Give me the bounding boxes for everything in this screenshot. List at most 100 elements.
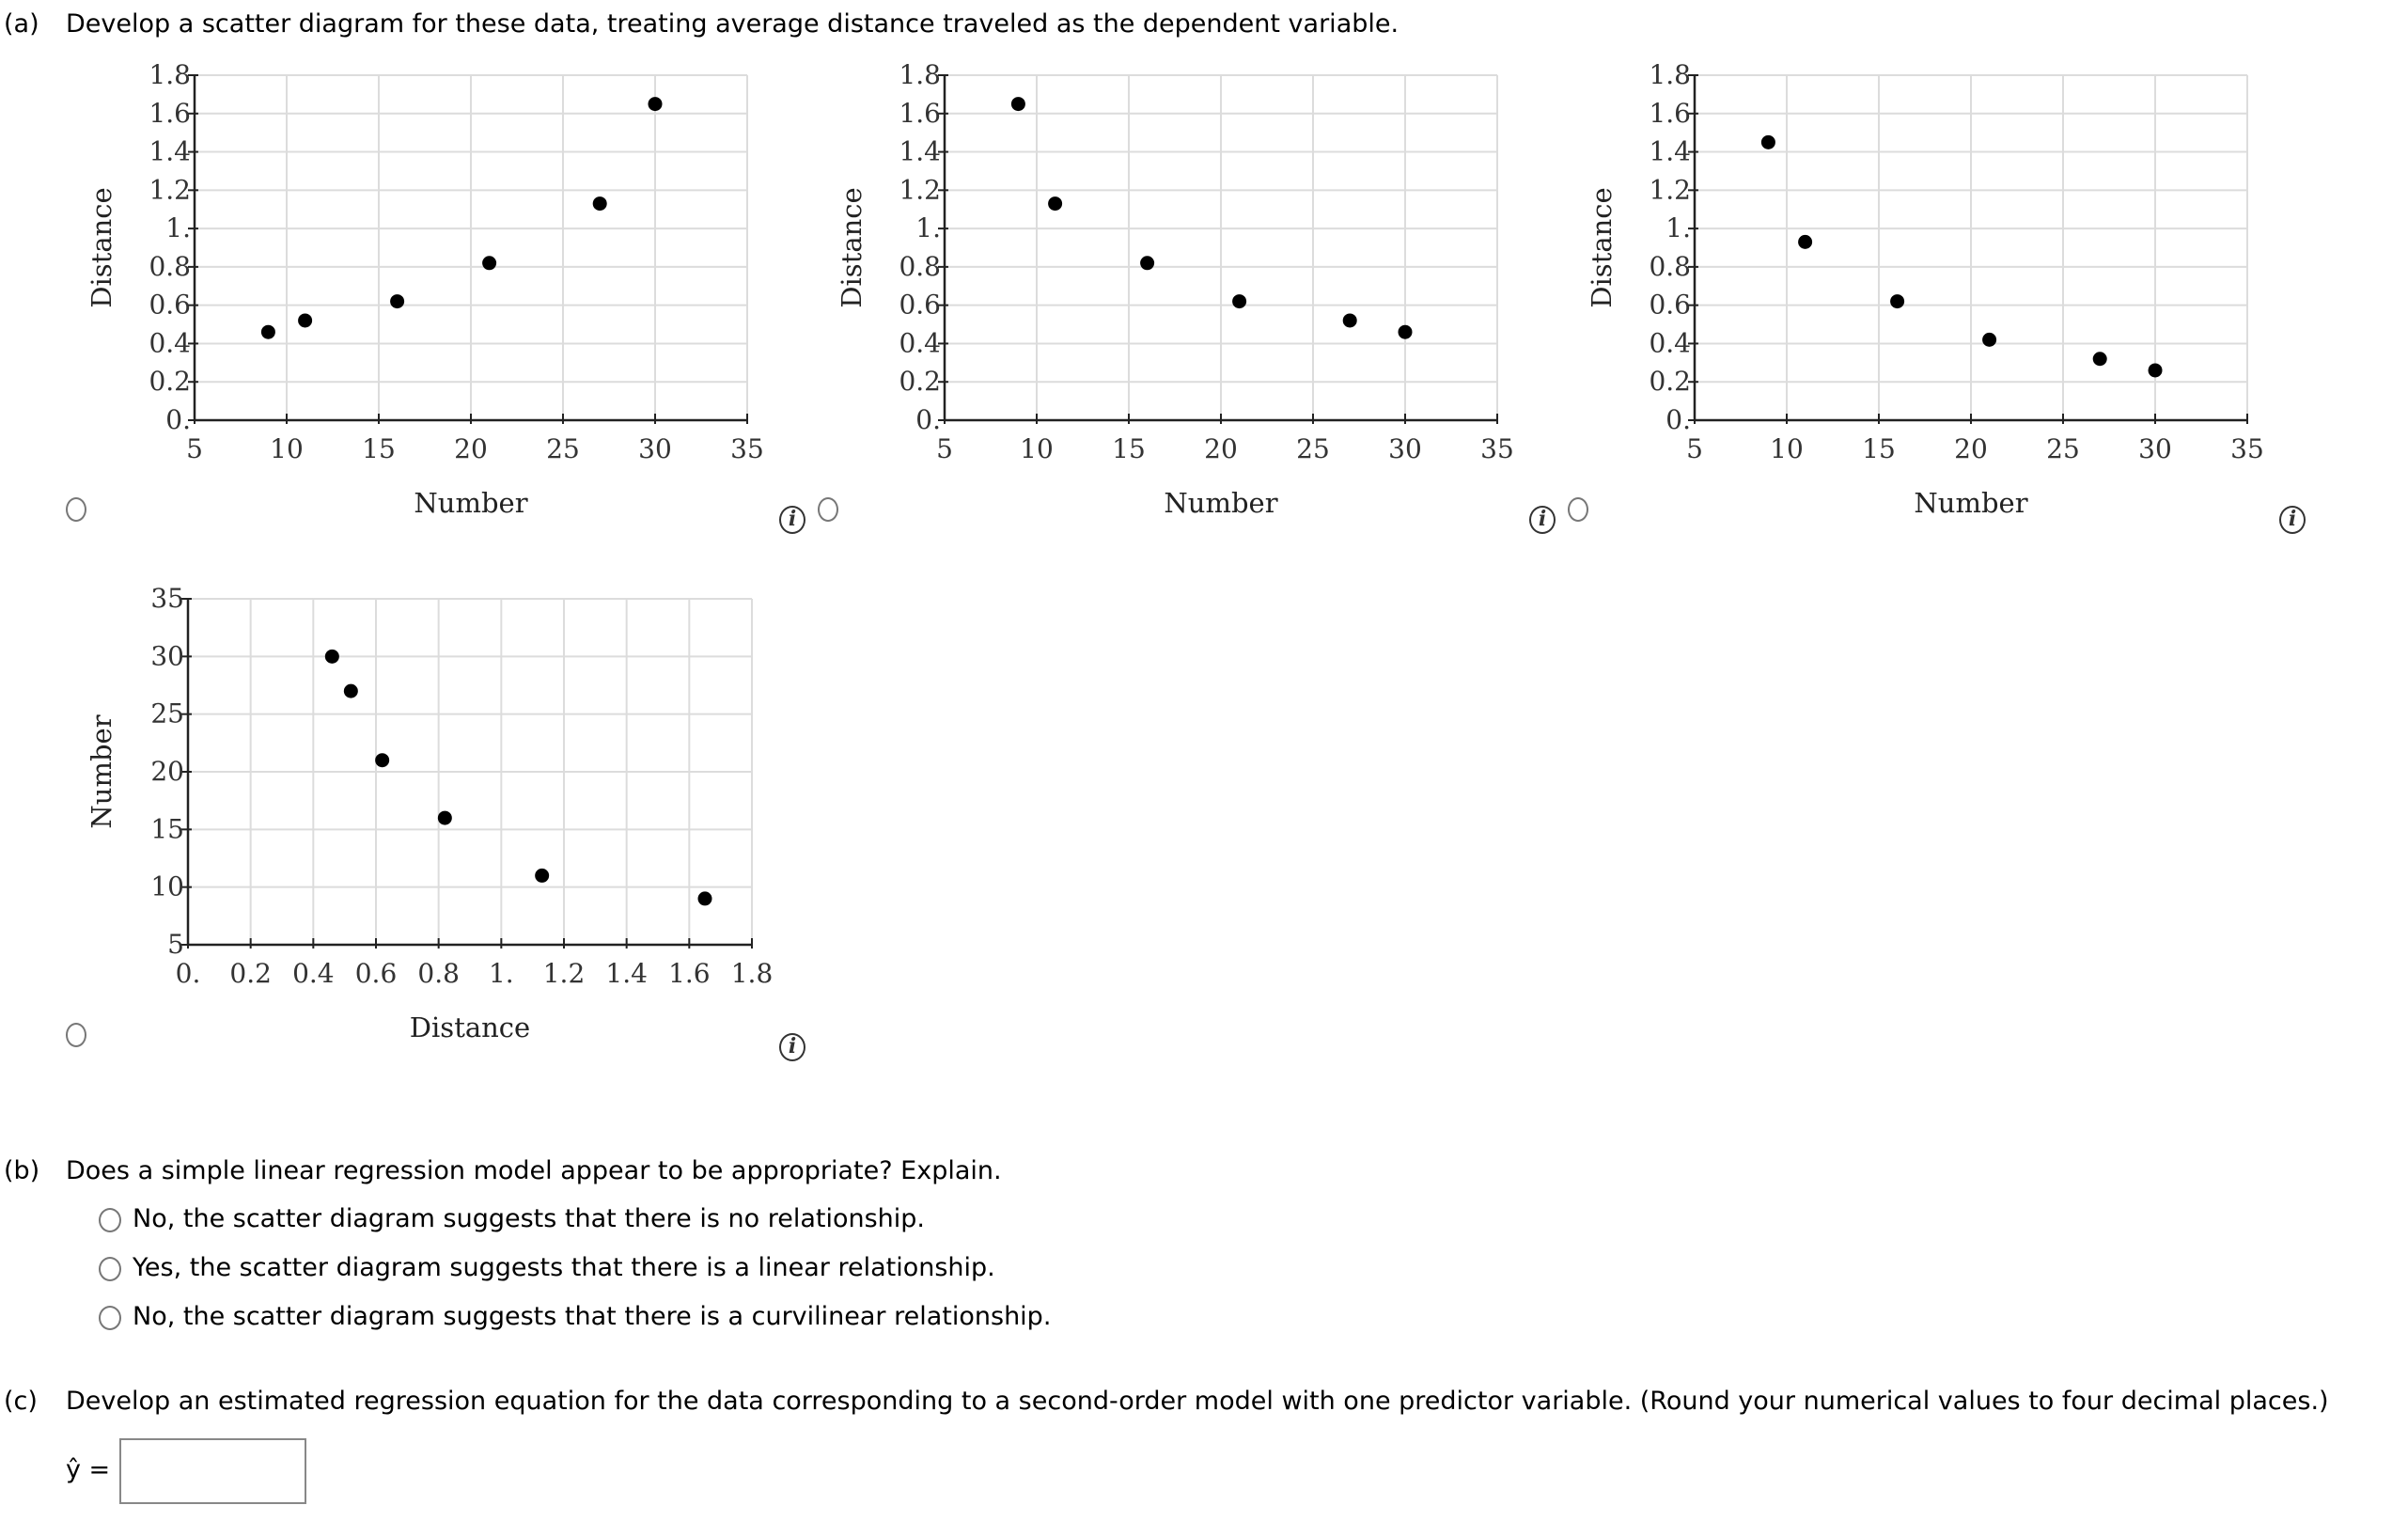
y-tick-label: 0.6 bbox=[899, 290, 941, 321]
data-point bbox=[1982, 332, 1997, 347]
y-tick-label: 1. bbox=[915, 212, 941, 243]
y-axis-label: Distance bbox=[1586, 187, 1618, 307]
gridlines bbox=[195, 74, 748, 420]
part-b-option-2-label: Yes, the scatter diagram suggests that t… bbox=[133, 1253, 995, 1282]
data-point bbox=[298, 313, 313, 328]
data-point bbox=[2092, 352, 2107, 367]
x-tick-label: 0.6 bbox=[355, 958, 398, 989]
x-tick-label: 35 bbox=[730, 433, 764, 464]
scatter-chart-option-1: 5 10 15 20 25 30 35 0. 0.2 0.4 0.6 0.8 1. 1.2 1.4 1.6 1.… bbox=[86, 59, 764, 519]
y-tick-label: 0.2 bbox=[1649, 366, 1691, 397]
x-axis-label: Number bbox=[1164, 487, 1277, 519]
data-point bbox=[1890, 294, 1905, 309]
x-tick-label: 20 bbox=[1954, 433, 1988, 464]
y-tick-label: 0.4 bbox=[149, 327, 191, 358]
chart-option-4-radio[interactable] bbox=[66, 1023, 86, 1047]
info-icon-chart-1[interactable]: i bbox=[779, 506, 805, 534]
y-tick-label: 0.8 bbox=[1649, 251, 1691, 282]
data-point bbox=[1398, 324, 1413, 339]
x-tick-label: 30 bbox=[638, 433, 672, 464]
part-b-option-2-radio[interactable] bbox=[99, 1256, 121, 1281]
part-b-option-3-radio[interactable] bbox=[99, 1305, 121, 1330]
data-point bbox=[260, 324, 275, 339]
y-tick-label: 35 bbox=[150, 583, 184, 614]
x-tick-label: 20 bbox=[454, 433, 488, 464]
data-point bbox=[437, 810, 452, 825]
x-tick-label: 25 bbox=[1296, 433, 1330, 464]
x-tick-label: 1.2 bbox=[543, 958, 586, 989]
y-tick-label: 30 bbox=[150, 640, 184, 671]
data-point bbox=[1010, 97, 1025, 112]
part-b-option-1-radio[interactable] bbox=[99, 1207, 121, 1232]
info-icon-chart-2[interactable]: i bbox=[1529, 506, 1556, 534]
y-tick-label: 1.6 bbox=[899, 98, 941, 129]
data-point bbox=[535, 868, 550, 883]
y-tick-label: 1.4 bbox=[899, 136, 941, 167]
data-point bbox=[2148, 363, 2163, 378]
x-tick-label: 5 bbox=[936, 433, 953, 464]
part-b-option-1[interactable]: No, the scatter diagram suggests that th… bbox=[99, 1204, 925, 1233]
y-tick-label: 1.6 bbox=[1649, 98, 1691, 129]
y-tick-label: 1.4 bbox=[149, 136, 191, 167]
data-point bbox=[648, 97, 663, 112]
data-point bbox=[592, 196, 607, 212]
y-axis-label: Distance bbox=[86, 187, 117, 307]
info-icon-chart-4[interactable]: i bbox=[779, 1033, 805, 1061]
y-tick-label: 0. bbox=[1665, 404, 1691, 435]
x-tick-label: 5 bbox=[1686, 433, 1703, 464]
chart-option-2-radio[interactable] bbox=[818, 497, 838, 522]
part-b-option-1-label: No, the scatter diagram suggests that th… bbox=[133, 1204, 925, 1233]
data-point bbox=[1048, 196, 1063, 212]
y-tick-label: 1.8 bbox=[899, 59, 941, 90]
y-tick-label: 10 bbox=[150, 871, 184, 902]
x-tick-label: 35 bbox=[2230, 433, 2264, 464]
data-point bbox=[343, 683, 358, 698]
x-tick-label: 10 bbox=[270, 433, 304, 464]
part-a-prompt: Develop a scatter diagram for these data… bbox=[66, 9, 1399, 39]
x-axis-label: Distance bbox=[410, 1011, 530, 1043]
chart-option-3-radio[interactable] bbox=[1568, 497, 1588, 522]
y-tick-label: 0.2 bbox=[899, 366, 941, 397]
regression-equation-input[interactable] bbox=[119, 1438, 306, 1504]
y-tick-label: 1.8 bbox=[1649, 59, 1691, 90]
y-tick-label: 0.2 bbox=[149, 366, 191, 397]
y-tick-label: 1.8 bbox=[149, 59, 191, 90]
y-tick-label: 1.4 bbox=[1649, 136, 1691, 167]
y-tick-label: 0.6 bbox=[1649, 290, 1691, 321]
gridlines bbox=[1695, 74, 2248, 420]
data-point bbox=[390, 294, 405, 309]
x-tick-label: 25 bbox=[2046, 433, 2080, 464]
scatter-chart-option-4: 0. 0.2 0.4 0.6 0.8 1. 1.2 1.4 1.6 1.8 5 10 15 20 25 30 3… bbox=[86, 583, 774, 1043]
x-tick-label: 1. bbox=[489, 958, 514, 989]
data-point bbox=[1798, 234, 1813, 249]
x-tick-label: 15 bbox=[1112, 433, 1146, 464]
data-point bbox=[482, 256, 497, 271]
y-tick-label: 1. bbox=[1665, 212, 1691, 243]
x-tick-label: 10 bbox=[1770, 433, 1804, 464]
info-icon-chart-3[interactable]: i bbox=[2279, 506, 2306, 534]
x-tick-label: 15 bbox=[1862, 433, 1896, 464]
y-tick-label: 0. bbox=[165, 404, 191, 435]
x-tick-label: 0. bbox=[176, 958, 201, 989]
part-c-label: (c) bbox=[4, 1387, 38, 1416]
y-tick-label: 0.8 bbox=[899, 251, 941, 282]
data-point bbox=[1342, 313, 1357, 328]
x-tick-label: 30 bbox=[1388, 433, 1422, 464]
x-tick-label: 0.8 bbox=[417, 958, 460, 989]
x-tick-label: 1.4 bbox=[605, 958, 648, 989]
chart-option-1-radio[interactable] bbox=[66, 497, 86, 522]
x-tick-label: 10 bbox=[1020, 433, 1054, 464]
x-tick-label: 1.8 bbox=[731, 958, 774, 989]
part-b-option-3[interactable]: No, the scatter diagram suggests that th… bbox=[99, 1302, 1051, 1331]
y-axis-label: Number bbox=[86, 714, 117, 828]
x-tick-label: 20 bbox=[1204, 433, 1238, 464]
x-tick-label: 5 bbox=[186, 433, 203, 464]
part-b-label: (b) bbox=[4, 1156, 40, 1185]
scatter-chart-option-3: 5 10 15 20 25 30 35 0. 0.2 0.4 0.6 0.8 1. 1.2 1.4 1.6 1.… bbox=[1586, 59, 2264, 519]
part-b-option-3-label: No, the scatter diagram suggests that th… bbox=[133, 1302, 1052, 1331]
x-tick-label: 15 bbox=[362, 433, 396, 464]
scatter-chart-option-2: 5 10 15 20 25 30 35 0. 0.2 0.4 0.6 0.8 1. 1.2 1.4 1.6 1.… bbox=[836, 59, 1514, 519]
y-hat-label: ŷ = bbox=[66, 1455, 111, 1484]
part-b-prompt: Does a simple linear regression model ap… bbox=[66, 1156, 1002, 1185]
part-b-option-2[interactable]: Yes, the scatter diagram suggests that t… bbox=[99, 1253, 995, 1282]
